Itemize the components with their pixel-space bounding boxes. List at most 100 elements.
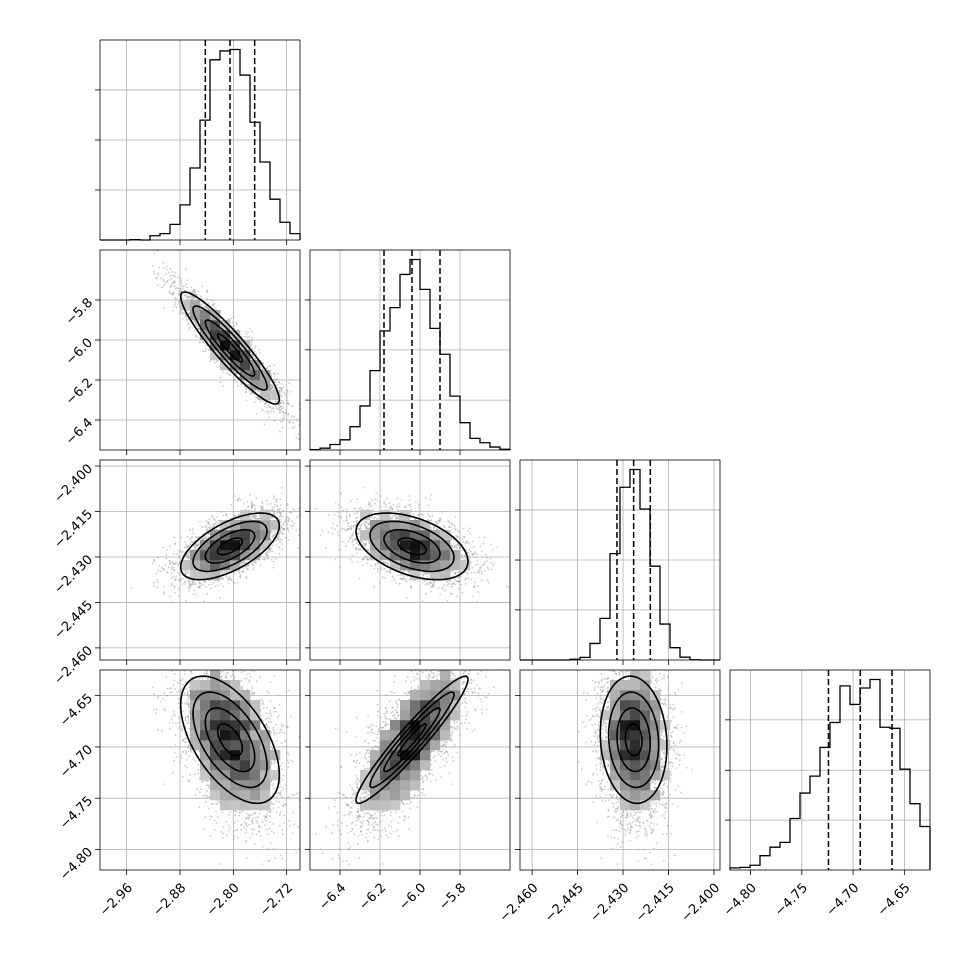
- sample-point: [662, 790, 664, 793]
- sample-point: [293, 415, 296, 418]
- sample-point: [430, 590, 432, 593]
- sample-point: [281, 516, 284, 518]
- sample-point: [600, 780, 603, 783]
- sample-point: [596, 821, 598, 824]
- sample-point: [273, 802, 275, 805]
- sample-point: [450, 522, 453, 525]
- sample-point: [263, 400, 266, 403]
- sample-point: [370, 504, 373, 507]
- sample-point: [253, 350, 256, 353]
- sample-point: [461, 702, 464, 704]
- density-cell: [240, 690, 251, 701]
- sample-point: [455, 728, 458, 731]
- sample-point: [207, 583, 210, 586]
- sample-point: [455, 579, 458, 582]
- sample-point: [402, 574, 405, 577]
- sample-point: [654, 780, 657, 782]
- sample-point: [667, 799, 670, 802]
- sample-point: [195, 325, 198, 328]
- sample-point: [161, 566, 163, 569]
- density-cell: [430, 570, 441, 581]
- sample-point: [612, 670, 615, 672]
- sample-point: [234, 651, 236, 653]
- sample-point: [278, 824, 281, 827]
- sample-point: [582, 721, 585, 724]
- sample-point: [586, 692, 589, 695]
- sample-point: [246, 812, 248, 815]
- sample-point: [266, 726, 269, 729]
- sample-point: [283, 732, 286, 735]
- sample-point: [247, 331, 249, 333]
- sample-point: [472, 657, 474, 659]
- sample-point: [238, 811, 241, 814]
- density-cell: [220, 540, 231, 551]
- density-cell: [240, 730, 251, 741]
- sample-point: [233, 371, 236, 373]
- sample-point: [443, 742, 446, 745]
- sample-point: [479, 545, 482, 548]
- sample-point: [216, 584, 219, 587]
- sample-point: [184, 765, 187, 767]
- density-cell: [240, 790, 251, 801]
- sample-point: [441, 510, 443, 513]
- sample-point: [215, 802, 218, 805]
- sample-point: [586, 714, 589, 717]
- sample-point: [197, 290, 200, 293]
- sample-point: [354, 524, 357, 526]
- density-cell: [200, 760, 211, 771]
- sample-point: [169, 268, 172, 270]
- sample-point: [338, 829, 340, 832]
- sample-point: [404, 578, 407, 581]
- sample-point: [477, 591, 480, 594]
- sample-point: [620, 651, 622, 653]
- sample-point: [602, 766, 605, 769]
- sample-point: [347, 525, 350, 528]
- sample-point: [273, 364, 276, 367]
- density-cell: [240, 720, 251, 731]
- density-cell: [420, 690, 431, 701]
- sample-point: [334, 501, 337, 504]
- sample-point: [664, 699, 667, 702]
- sample-point: [221, 670, 224, 673]
- sample-point: [673, 749, 676, 752]
- sample-point: [385, 694, 388, 697]
- panel-3-0: [95, 630, 301, 895]
- sample-point: [454, 675, 457, 678]
- sample-point: [178, 761, 181, 764]
- sample-point: [625, 829, 627, 832]
- density-cell: [370, 780, 381, 791]
- sample-point: [591, 715, 594, 718]
- sample-point: [430, 586, 433, 588]
- sample-point: [267, 692, 270, 695]
- sample-point: [206, 797, 208, 799]
- sample-point: [670, 780, 672, 783]
- density-cell: [440, 720, 451, 731]
- sample-point: [661, 751, 664, 753]
- density-cell: [430, 680, 441, 691]
- sample-point: [456, 651, 458, 653]
- sample-point: [684, 632, 686, 634]
- sample-point: [618, 671, 620, 674]
- sample-point: [616, 810, 619, 812]
- sample-point: [327, 807, 330, 809]
- sample-point: [366, 767, 369, 770]
- sample-point: [181, 683, 184, 686]
- sample-point: [628, 831, 631, 834]
- sample-point: [206, 780, 209, 783]
- sample-point: [395, 700, 398, 703]
- sample-point: [601, 724, 604, 727]
- sample-point: [264, 893, 266, 895]
- sample-point: [336, 811, 339, 814]
- sample-point: [251, 630, 253, 632]
- sample-point: [245, 645, 247, 647]
- sample-point: [652, 847, 655, 850]
- sample-point: [228, 578, 231, 581]
- density-cell: [650, 790, 661, 801]
- sample-point: [349, 784, 352, 787]
- sample-point: [347, 540, 350, 543]
- sample-point: [664, 805, 667, 808]
- sample-point: [315, 832, 318, 835]
- x-tick-label: −2.80: [204, 881, 243, 920]
- sample-point: [600, 762, 603, 765]
- sample-point: [173, 584, 176, 587]
